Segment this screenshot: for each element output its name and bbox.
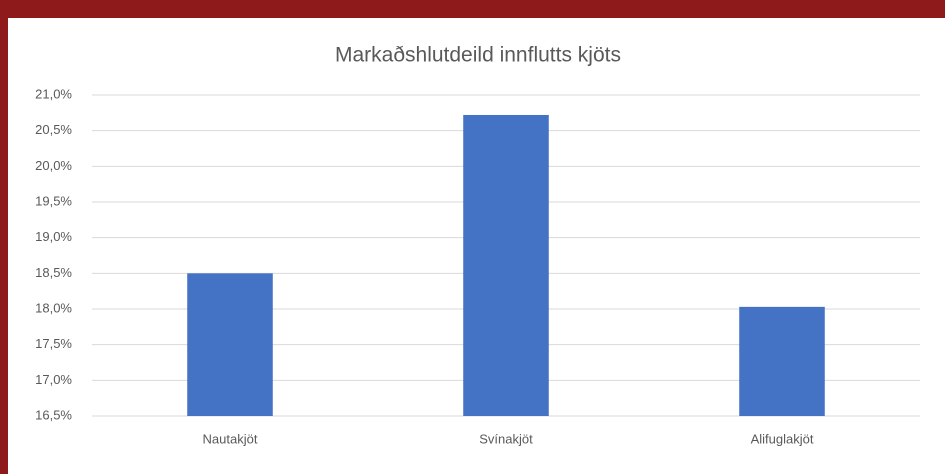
bar (739, 306, 825, 416)
y-tick-label: 16,5% (35, 407, 72, 422)
x-tick-label: Nautakjöt (203, 431, 258, 446)
y-tick-label: 20,5% (35, 122, 72, 137)
bar (187, 273, 273, 416)
y-tick-label: 19,0% (35, 229, 72, 244)
x-tick-label: Alifuglakjöt (751, 431, 814, 446)
y-tick-label: 21,0% (35, 86, 72, 101)
x-tick-label: Svínakjöt (479, 431, 533, 446)
bar (463, 114, 549, 417)
chart-title: Markaðshlutdeild innflutts kjöts (335, 44, 621, 67)
y-tick-label: 18,5% (35, 265, 72, 280)
y-tick-label: 19,5% (35, 193, 72, 208)
y-tick-label: 18,0% (35, 300, 72, 315)
y-tick-label: 20,0% (35, 158, 72, 173)
y-tick-label: 17,5% (35, 336, 72, 351)
y-tick-label: 17,0% (35, 372, 72, 387)
